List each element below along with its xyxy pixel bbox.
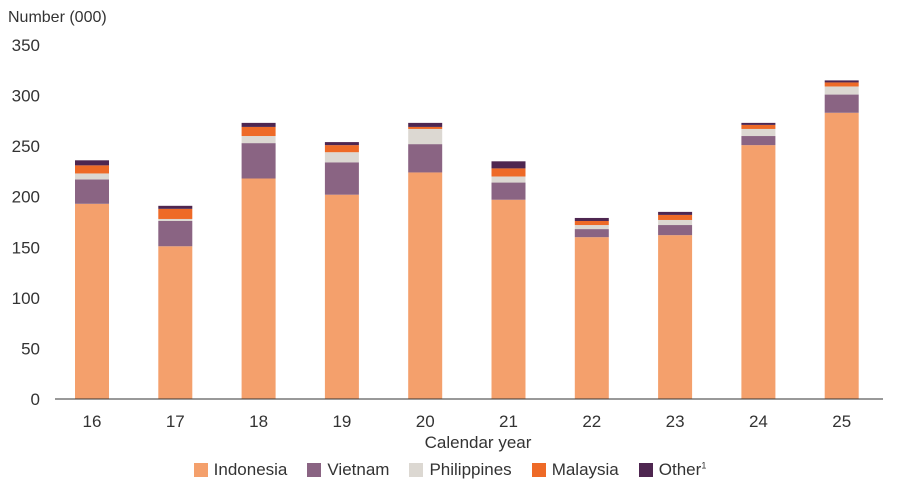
x-tick-label: 20 <box>416 412 435 431</box>
y-tick-label: 300 <box>12 87 40 106</box>
bar-segment-vietnam <box>824 94 859 113</box>
bar-segment-malaysia <box>75 165 109 174</box>
bar-segment-philippines <box>408 128 443 145</box>
bars <box>75 80 859 399</box>
y-tick-label: 250 <box>12 137 40 156</box>
bar-segment-other <box>241 122 276 127</box>
bar-segment-indonesia <box>658 235 693 399</box>
bar-segment-malaysia <box>408 126 443 129</box>
x-tick-label: 16 <box>83 412 102 431</box>
bar-segment-vietnam <box>658 225 693 236</box>
legend-label: Philippines <box>429 460 512 479</box>
bar-segment-philippines <box>241 136 276 144</box>
bar-segment-other <box>824 80 859 83</box>
bar-segment-philippines <box>75 173 109 180</box>
bar-segment-vietnam <box>491 182 526 200</box>
bar-segment-malaysia <box>741 124 776 129</box>
y-axis-label: Number (000) <box>8 9 107 26</box>
bar-segment-vietnam <box>408 144 443 173</box>
legend-swatch <box>531 463 546 477</box>
x-tick-label: 23 <box>666 412 685 431</box>
y-axis-ticks: 0 50 100 150 200 250 300 350 <box>12 36 40 409</box>
bar-segment-malaysia <box>241 126 276 137</box>
x-tick-label: 24 <box>749 412 768 431</box>
bar-segment-indonesia <box>158 246 193 399</box>
y-tick-label: 0 <box>31 390 40 409</box>
bar-segment-malaysia <box>658 214 693 220</box>
bar-segment-vietnam <box>241 143 276 179</box>
bar-segment-indonesia <box>75 203 109 399</box>
y-tick-label: 150 <box>12 238 40 257</box>
bar-segment-other <box>741 122 776 125</box>
bar-segment-vietnam <box>574 229 609 238</box>
bar-segment-indonesia <box>324 194 359 399</box>
bar-segment-malaysia <box>491 168 526 177</box>
legend-footnote-marker: 1 <box>701 460 707 471</box>
y-tick-label: 200 <box>12 188 40 207</box>
bar-segment-vietnam <box>741 136 776 146</box>
x-axis-label: Calendar year <box>425 433 532 452</box>
bar-segment-other <box>75 160 109 166</box>
x-tick-label: 19 <box>332 412 351 431</box>
bar-segment-other <box>158 205 193 209</box>
legend-swatch <box>409 463 424 477</box>
bar-segment-philippines <box>158 218 193 221</box>
legend-item: Philippines <box>409 460 512 480</box>
x-tick-label: 17 <box>166 412 185 431</box>
legend-item: Other1 <box>638 460 707 480</box>
bar-segment-other <box>574 217 609 221</box>
legend: Indonesia Vietnam Philippines Malaysia Other… <box>0 457 900 483</box>
bar-segment-other <box>408 122 443 127</box>
y-tick-label: 50 <box>21 339 40 358</box>
bar-segment-philippines <box>574 225 609 230</box>
legend-label: Malaysia <box>551 460 619 479</box>
bar-segment-indonesia <box>824 112 859 399</box>
legend-item: Indonesia <box>193 460 288 480</box>
bar-segment-philippines <box>658 219 693 226</box>
bar-segment-other <box>324 142 359 146</box>
bar-segment-indonesia <box>574 237 609 399</box>
legend-item: Malaysia <box>531 460 619 480</box>
bar-segment-vietnam <box>75 179 109 204</box>
x-axis-ticks: 16 17 18 19 20 21 22 23 24 25 <box>83 412 852 431</box>
bar-segment-malaysia <box>824 82 859 87</box>
bar-segment-malaysia <box>324 145 359 153</box>
legend-item: Vietnam <box>307 460 389 480</box>
bar-segment-indonesia <box>241 178 276 399</box>
x-tick-label: 25 <box>832 412 851 431</box>
legend-label: Other1 <box>658 460 707 479</box>
bar-segment-other <box>658 211 693 215</box>
x-tick-label: 21 <box>499 412 518 431</box>
legend-label: Indonesia <box>213 460 288 479</box>
legend-label: Vietnam <box>327 460 390 479</box>
y-tick-label: 350 <box>12 36 40 55</box>
bar-segment-indonesia <box>408 172 443 399</box>
bar-segment-indonesia <box>491 199 526 399</box>
x-tick-label: 18 <box>249 412 268 431</box>
x-tick-label: 22 <box>582 412 601 431</box>
bar-segment-malaysia <box>574 220 609 226</box>
bar-segment-vietnam <box>158 220 193 247</box>
legend-swatch <box>638 463 653 477</box>
bar-segment-philippines <box>824 86 859 95</box>
y-tick-label: 100 <box>12 289 40 308</box>
bar-segment-philippines <box>491 176 526 183</box>
bar-segment-malaysia <box>158 208 193 219</box>
legend-swatch <box>307 463 322 477</box>
bar-segment-philippines <box>324 152 359 163</box>
bar-segment-vietnam <box>324 162 359 195</box>
bar-segment-indonesia <box>741 145 776 399</box>
bar-segment-philippines <box>741 128 776 137</box>
legend-swatch <box>193 463 208 477</box>
bar-segment-other <box>491 161 526 169</box>
